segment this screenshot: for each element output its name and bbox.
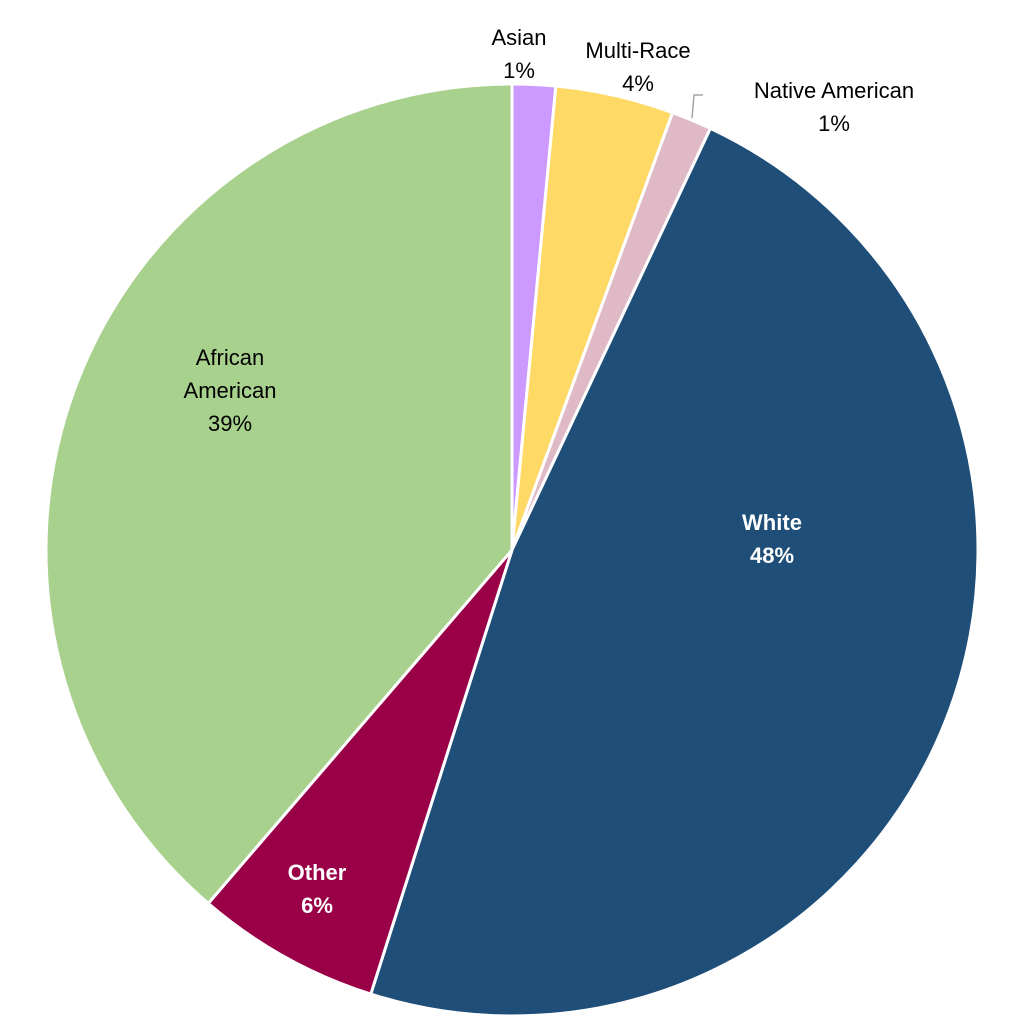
- pie-slices: [44, 82, 980, 1018]
- leader-lines: [691, 94, 703, 119]
- slice-white: [368, 126, 980, 1018]
- data-label-native-american: Native American 1%: [754, 78, 914, 136]
- data-label-other: Other 6%: [288, 860, 347, 918]
- data-label-african-american: African American 39%: [184, 345, 277, 436]
- data-label-multi-race: Multi-Race 4%: [585, 38, 690, 96]
- data-label-asian: Asian 1%: [491, 25, 546, 83]
- slice-other: [206, 549, 514, 996]
- leader-line-native-american: [691, 94, 703, 119]
- slice-african-american: [44, 82, 514, 906]
- data-labels: Asian 1% Multi-Race 4% Native American 1% Whit…: [184, 25, 915, 918]
- data-label-white: White 48%: [742, 510, 802, 568]
